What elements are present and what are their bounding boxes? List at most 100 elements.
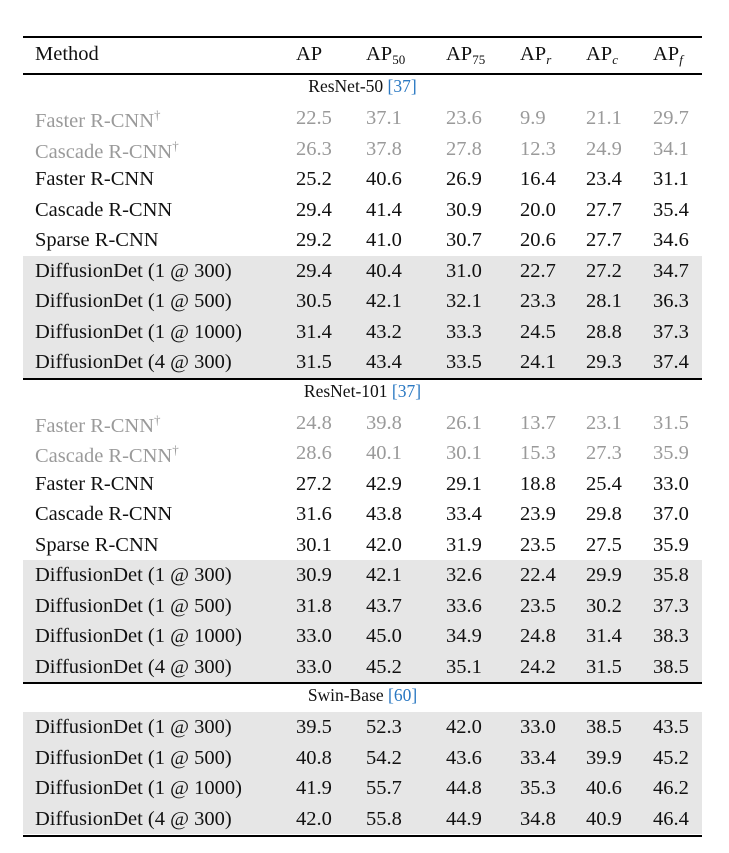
table-row: Faster R-CNN 25.2 40.6 26.9 16.4 23.4 31.1: [23, 164, 702, 195]
value-cell: 30.9: [446, 198, 482, 221]
value-cell: 40.8: [296, 746, 332, 769]
value-cell: 29.8: [586, 503, 622, 525]
method-cell: DiffusionDet (1 @ 300): [35, 564, 232, 586]
value-cell: 35.9: [653, 442, 689, 464]
table-row: Faster R-CNN 27.2 42.9 29.1 18.8 25.4 33.0: [23, 469, 702, 500]
value-cell: 12.3: [520, 137, 556, 160]
table-row: DiffusionDet (1 @ 500) 31.8 43.7 33.6 23.5 30…: [23, 590, 702, 621]
method-cell: Faster R-CNN†: [35, 411, 161, 437]
table-row: Cascade R-CNN 29.4 41.4 30.9 20.0 27.7 35.4: [23, 195, 702, 226]
method-cell: DiffusionDet (1 @ 300): [35, 259, 232, 282]
method-cell: Sparse R-CNN: [35, 229, 159, 251]
section-header: ResNet-50 [37]: [23, 76, 702, 102]
dagger-mark: †: [154, 107, 161, 122]
value-cell: 23.5: [520, 533, 556, 556]
value-cell: 37.3: [653, 320, 689, 343]
header-row: Method AP AP50 AP75 APr APc APf: [23, 39, 702, 73]
table-row: DiffusionDet (1 @ 300) 30.9 42.1 32.6 22.4 29…: [23, 560, 702, 591]
method-cell: Faster R-CNN: [35, 168, 155, 190]
value-cell: 37.8: [366, 137, 402, 160]
value-cell: 37.3: [653, 594, 689, 617]
value-cell: 23.3: [520, 290, 556, 312]
value-cell: 34.9: [446, 625, 482, 647]
value-cell: 45.2: [366, 655, 402, 678]
header-col: APf: [653, 43, 683, 67]
value-cell: 42.9: [366, 472, 402, 495]
value-cell: 35.8: [653, 564, 689, 586]
value-cell: 35.1: [446, 655, 482, 678]
value-cell: 31.4: [296, 320, 332, 343]
value-cell: 43.5: [653, 716, 689, 738]
value-cell: 37.1: [366, 107, 402, 129]
value-cell: 46.2: [653, 777, 689, 799]
value-cell: 43.6: [446, 746, 482, 769]
value-cell: 39.9: [586, 746, 622, 769]
value-cell: 30.1: [296, 533, 332, 556]
value-cell: 43.2: [366, 320, 402, 343]
value-cell: 13.7: [520, 411, 556, 434]
section-header: ResNet-101 [37]: [23, 381, 702, 407]
top-rule: [23, 36, 702, 38]
value-cell: 41.0: [366, 229, 402, 251]
method-cell: DiffusionDet (4 @ 300): [35, 655, 232, 678]
value-cell: 27.7: [586, 229, 622, 251]
table-row: Sparse R-CNN 29.2 41.0 30.7 20.6 27.7 34.6: [23, 225, 702, 256]
value-cell: 38.5: [653, 655, 689, 678]
table-row: Cascade R-CNN† 28.6 40.1 30.1 15.3 27.3 35.9: [23, 438, 702, 469]
method-cell: DiffusionDet (1 @ 500): [35, 746, 232, 769]
value-cell: 44.8: [446, 777, 482, 799]
section-citation: [37]: [391, 380, 422, 401]
value-cell: 31.5: [653, 411, 689, 434]
value-cell: 33.5: [446, 351, 482, 373]
value-cell: 43.8: [366, 503, 402, 525]
method-cell: Cascade R-CNN: [35, 198, 173, 221]
value-cell: 38.5: [586, 716, 622, 738]
value-cell: 22.4: [520, 564, 556, 586]
value-cell: 36.3: [653, 290, 689, 312]
value-cell: 42.0: [296, 807, 332, 830]
value-cell: 44.9: [446, 807, 482, 830]
method-cell: DiffusionDet (1 @ 1000): [35, 777, 242, 799]
value-cell: 29.4: [296, 259, 332, 282]
value-cell: 54.2: [366, 746, 402, 769]
value-cell: 32.6: [446, 564, 482, 586]
value-cell: 42.1: [366, 290, 402, 312]
value-cell: 22.7: [520, 259, 556, 282]
header-subscript: 50: [392, 52, 406, 67]
header-subscript: r: [546, 52, 552, 67]
header-col: APc: [586, 43, 618, 67]
value-cell: 55.7: [366, 777, 402, 799]
value-cell: 39.8: [366, 411, 402, 434]
table-row: DiffusionDet (1 @ 1000) 41.9 55.7 44.8 35.3 4…: [23, 773, 702, 804]
value-cell: 30.7: [446, 229, 482, 251]
method-cell: DiffusionDet (1 @ 500): [35, 594, 232, 617]
value-cell: 31.4: [586, 625, 622, 647]
table-row: Sparse R-CNN 30.1 42.0 31.9 23.5 27.5 35.9: [23, 530, 702, 561]
table-row: DiffusionDet (4 @ 300) 33.0 45.2 35.1 24.2 31…: [23, 651, 702, 682]
table-row: DiffusionDet (1 @ 1000) 31.4 43.2 33.3 24.5 2…: [23, 316, 702, 347]
value-cell: 24.2: [520, 655, 556, 678]
value-cell: 29.3: [586, 351, 622, 373]
value-cell: 31.9: [446, 533, 482, 556]
value-cell: 25.2: [296, 168, 332, 190]
header-col: AP50: [366, 43, 406, 67]
method-cell: Cascade R-CNN†: [35, 442, 179, 467]
value-cell: 24.9: [586, 137, 622, 160]
value-cell: 28.6: [296, 442, 332, 464]
value-cell: 27.5: [586, 533, 622, 556]
value-cell: 24.8: [520, 625, 556, 647]
value-cell: 34.7: [653, 259, 689, 282]
table-row: DiffusionDet (1 @ 500) 30.5 42.1 32.1 23.3 28…: [23, 286, 702, 317]
value-cell: 23.1: [586, 411, 622, 434]
section-citation: [37]: [387, 76, 417, 96]
value-cell: 29.7: [653, 107, 689, 129]
section-backbone: Swin-Base: [307, 685, 389, 705]
value-cell: 41.4: [366, 198, 402, 221]
value-cell: 23.5: [520, 594, 556, 617]
value-cell: 55.8: [366, 807, 402, 830]
value-cell: 35.4: [653, 198, 689, 221]
value-cell: 26.1: [446, 411, 482, 434]
table-row: Faster R-CNN† 24.8 39.8 26.1 13.7 23.1 31.5: [23, 408, 702, 439]
value-cell: 35.3: [520, 777, 556, 799]
value-cell: 21.1: [586, 107, 622, 129]
